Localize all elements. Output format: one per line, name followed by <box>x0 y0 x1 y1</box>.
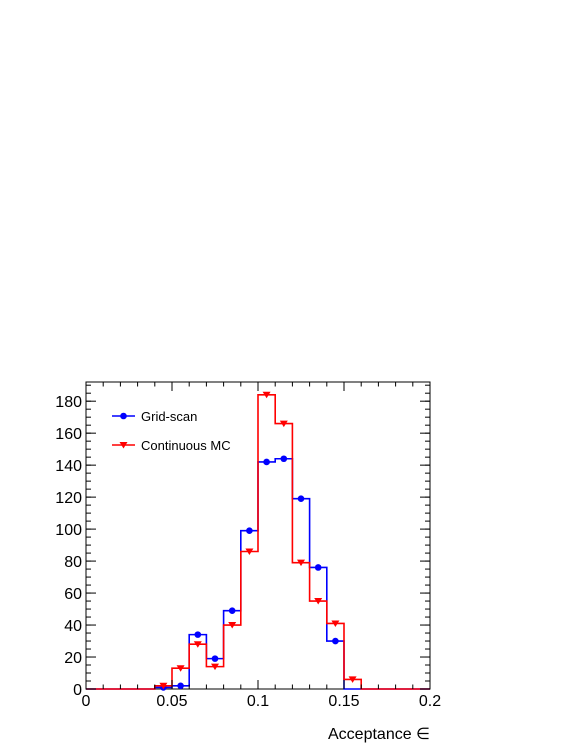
x-tick-label: 0.05 <box>156 693 187 710</box>
legend-continuous-mc-label: Continuous MC <box>141 438 231 453</box>
continuous-mc-step-line <box>86 393 430 690</box>
continuous-mc-point <box>176 665 185 672</box>
continuous-mc-point <box>228 622 237 629</box>
continuous-mc-point <box>211 663 219 671</box>
y-tick-label: 100 <box>55 522 82 539</box>
y-tick-label: 60 <box>64 586 82 603</box>
grid-scan-point <box>332 637 339 645</box>
y-tick-label: 0 <box>73 682 82 699</box>
grid-scan-point <box>211 655 219 662</box>
continuous-mc-point <box>193 641 202 648</box>
y-tick-label: 120 <box>55 490 82 507</box>
continuous-mc-point <box>262 391 271 399</box>
y-tick-label: 40 <box>64 618 82 635</box>
grid-scan-point <box>246 527 253 535</box>
y-tick-label: 180 <box>55 394 82 411</box>
grid-scan-point <box>194 631 202 638</box>
continuous-mc-point <box>314 598 323 605</box>
y-tick-label: 80 <box>64 554 82 571</box>
x-tick-label: 0.1 <box>247 693 269 710</box>
grid-scan-point <box>297 495 305 503</box>
x-tick-label: 0 <box>82 693 91 710</box>
y-tick-label: 160 <box>55 426 82 443</box>
legend-grid-scan-marker <box>120 412 127 420</box>
legend-grid-scan-label: Grid-scan <box>141 409 197 424</box>
continuous-mc-point <box>245 548 254 555</box>
grid-scan-point <box>263 458 270 466</box>
y-tick-label: 20 <box>64 650 82 667</box>
continuous-mc-point <box>159 682 168 690</box>
grid-scan-point <box>177 682 184 690</box>
grid-scan-point <box>280 455 288 463</box>
x-tick-label: 0.15 <box>328 693 359 710</box>
legend-continuous-mc-marker <box>119 442 128 449</box>
grid-scan-point <box>314 564 322 571</box>
grid-scan-point <box>228 607 236 614</box>
y-tick-label: 140 <box>55 458 82 475</box>
continuous-mc-point <box>331 620 340 627</box>
x-axis-title: Acceptance ∈ <box>328 726 430 743</box>
x-tick-label: 0.2 <box>419 693 441 710</box>
continuous-mc-point <box>348 676 357 683</box>
continuous-mc-point <box>279 420 288 428</box>
continuous-mc-point <box>297 559 305 567</box>
